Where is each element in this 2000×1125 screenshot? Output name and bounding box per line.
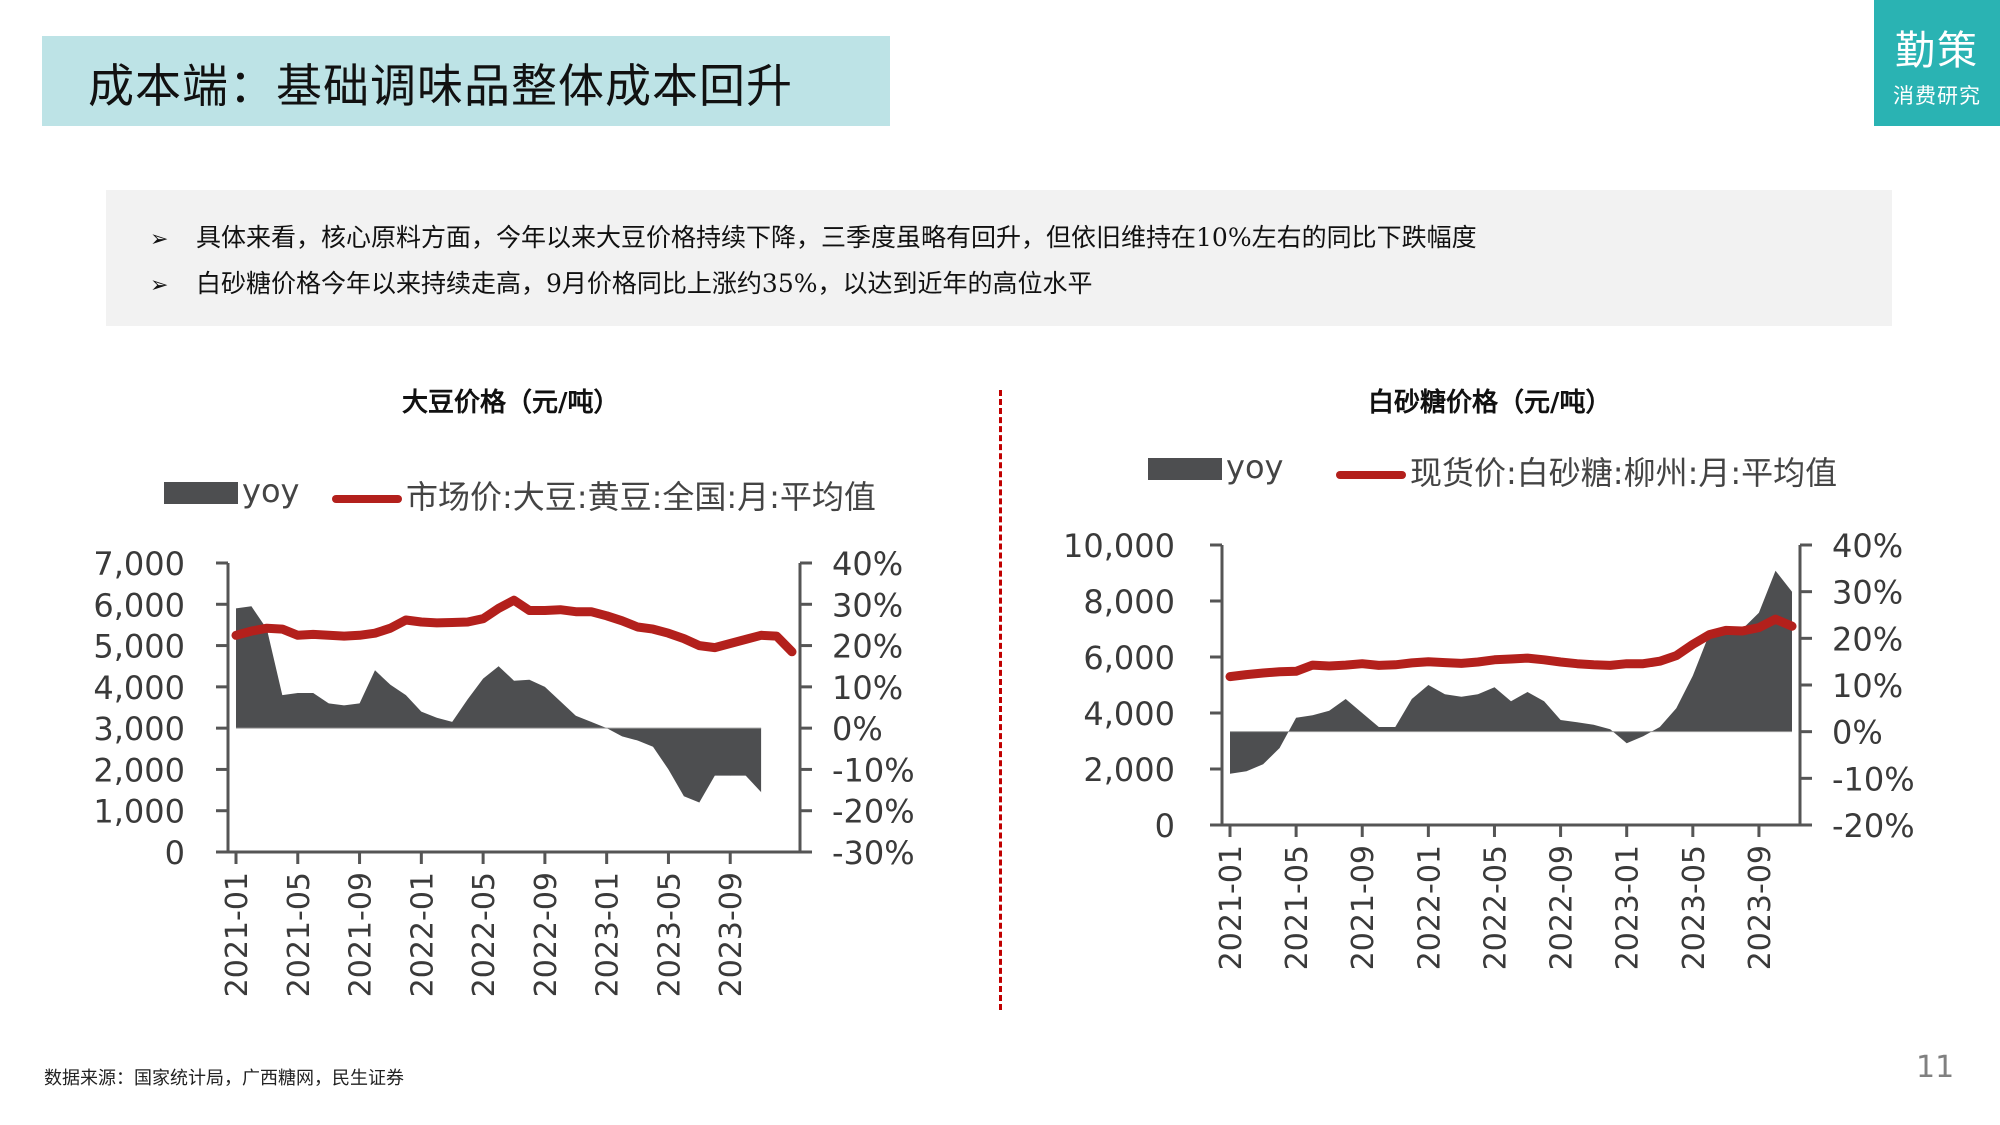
y-right-tick-label: 30% [832,586,903,624]
summary-box: ➢ 具体来看，核心原料方面，今年以来大豆价格持续下降，三季度虽略有回升，但依旧维持… [106,190,1892,326]
yoy-area [1230,570,1792,774]
y-left-tick-label: 5,000 [93,628,185,666]
y-right-tick-label: 10% [1832,667,1903,705]
y-left-tick-label: 6,000 [1083,639,1175,677]
x-tick-label: 2021-05 [1280,845,1315,970]
line-swatch-icon [1336,471,1406,479]
y-left-tick-label: 10,000 [1063,527,1175,565]
bullet-item: ➢ 具体来看，核心原料方面，今年以来大豆价格持续下降，三季度虽略有回升，但依旧维持… [150,218,1477,254]
legend-yoy: yoy [164,472,299,510]
bullet-text: 白砂糖价格今年以来持续走高，9月价格同比上涨约35%，以达到近年的高位水平 [196,269,1093,298]
y-right-tick-label: 30% [1832,574,1903,612]
y-left-tick-label: 2,000 [93,751,185,789]
x-tick-label: 2023-01 [591,872,626,997]
x-tick-label: 2021-01 [1214,845,1249,970]
y-left-tick-label: 1,000 [93,793,185,831]
area-swatch-icon [164,482,238,504]
bullet-item: ➢ 白砂糖价格今年以来持续走高，9月价格同比上涨约35%，以达到近年的高位水平 [150,264,1092,300]
data-source: 数据来源：国家统计局，广西糖网，民生证券 [44,1068,404,1089]
legend-label: 市场价:大豆:黄豆:全国:月:平均值 [406,478,876,516]
x-tick-label: 2023-09 [714,872,749,997]
y-left-tick-label: 8,000 [1083,583,1175,621]
line-swatch-icon [332,495,402,503]
y-right-tick-label: 10% [832,669,903,707]
x-tick-label: 2021-05 [282,872,317,997]
brand-name: 勤策 [1895,28,1979,74]
legend-label: yoy [1226,448,1284,486]
legend-yoy: yoy [1148,448,1283,486]
x-tick-label: 2021-01 [220,872,255,997]
soybean-price-chart: 大豆价格（元/吨） yoy 市场价:大豆:黄豆:全国:月:平均值 0 1,000 2… [0,370,990,1010]
y-right-tick-label: 0% [1832,714,1883,752]
chart-plot: 0 2,000 4,000 6,000 8,000 10,000 -20% -10% 0% 10%… [1063,527,1915,970]
area-swatch-icon [1148,458,1222,480]
y-right-tick-label: -10% [832,751,915,789]
y-left-tick-label: 7,000 [93,545,185,583]
legend-label: yoy [242,472,300,510]
arrow-bullet-icon: ➢ [150,227,169,252]
x-tick-label: 2022-05 [1478,845,1513,970]
x-tick-label: 2021-09 [344,872,379,997]
arrow-bullet-icon: ➢ [150,273,169,298]
yoy-area [236,606,762,803]
x-tick-label: 2023-05 [652,872,687,997]
bullet-text: 具体来看，核心原料方面，今年以来大豆价格持续下降，三季度虽略有回升，但依旧维持在… [196,223,1477,252]
x-tick-label: 2021-09 [1346,845,1381,970]
brand-logo: 勤策 消费研究 [1874,0,2000,126]
price-line [231,595,797,657]
y-left-tick-label: 4,000 [1083,695,1175,733]
page-number: 11 [1916,1050,1955,1085]
legend-label: 现货价:白砂糖:柳州:月:平均值 [1410,454,1838,492]
y-right-tick-label: 20% [832,628,903,666]
x-tick-label: 2022-01 [1412,845,1447,970]
chart-title: 白砂糖价格（元/吨） [1368,388,1612,418]
y-left-tick-label: 4,000 [93,669,185,707]
x-tick-label: 2022-09 [1545,845,1580,970]
y-left-tick-label: 0 [165,834,185,872]
x-tick-label: 2022-05 [467,872,502,997]
y-right-tick-label: 40% [1832,527,1903,565]
y-left-tick-label: 6,000 [93,586,185,624]
y-right-tick-label: -20% [1832,807,1915,845]
y-right-tick-label: 40% [832,545,903,583]
y-left-tick-label: 2,000 [1083,751,1175,789]
page-title: 成本端：基础调味品整体成本回升 [88,59,793,113]
y-right-tick-label: -20% [832,793,915,831]
y-right-tick-label: 20% [1832,620,1903,658]
y-right-tick-label: -10% [1832,760,1915,798]
y-right-tick-label: 0% [832,710,883,748]
x-tick-label: 2023-05 [1677,845,1712,970]
title-bar: 成本端：基础调味品整体成本回升 [42,36,890,126]
section-divider [999,390,1002,1010]
y-right-tick-label: -30% [832,834,915,872]
legend-price: 现货价:白砂糖:柳州:月:平均值 [1336,448,1837,494]
chart-title: 大豆价格（元/吨） [402,388,620,418]
x-tick-label: 2023-09 [1743,845,1778,970]
sugar-price-chart: 白砂糖价格（元/吨） yoy 现货价:白砂糖:柳州:月:平均值 0 2,000 4,… [1000,370,2000,1010]
x-tick-label: 2022-01 [405,872,440,997]
brand-subtitle: 消费研究 [1893,84,1981,108]
x-tick-label: 2022-09 [529,872,564,997]
x-tick-label: 2023-01 [1611,845,1646,970]
legend-price: 市场价:大豆:黄豆:全国:月:平均值 [332,472,876,518]
y-left-tick-label: 0 [1155,807,1175,845]
y-left-tick-label: 3,000 [93,710,185,748]
